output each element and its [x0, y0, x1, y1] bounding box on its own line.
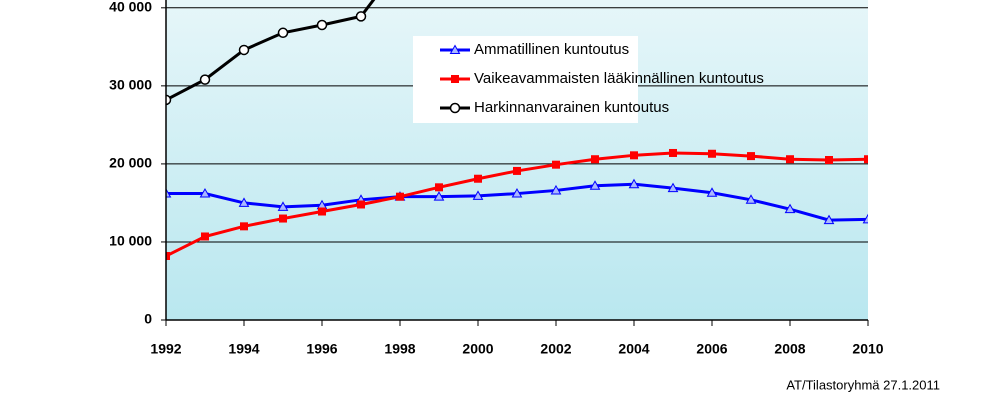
marker	[745, 194, 757, 204]
marker	[449, 44, 461, 54]
marker	[786, 155, 794, 164]
marker	[433, 191, 445, 201]
x-tick-label: 1996	[306, 341, 337, 357]
legend-label: Harkinnanvarainen kuntoutus	[474, 99, 669, 116]
marker	[279, 214, 287, 223]
marker	[825, 156, 833, 164]
marker	[316, 19, 328, 31]
x-tick-label: 2004	[618, 341, 649, 357]
marker	[591, 155, 599, 164]
marker	[238, 44, 250, 56]
x-tick-label: 2000	[462, 341, 493, 357]
marker	[747, 152, 755, 161]
x-tick-label: 2002	[540, 341, 571, 357]
marker	[472, 190, 484, 200]
y-tick-label: 40 000	[109, 0, 152, 15]
marker	[669, 148, 677, 157]
marker	[862, 213, 868, 224]
marker	[277, 201, 289, 211]
x-tick-label: 1992	[150, 341, 181, 357]
x-tick-label: 2006	[696, 341, 727, 357]
legend-label: Ammatillinen kuntoutus	[474, 41, 629, 58]
x-tick-label: 1998	[384, 341, 415, 357]
y-tick-label: 30 000	[109, 77, 152, 93]
marker	[550, 184, 562, 195]
marker	[199, 188, 211, 198]
marker	[435, 183, 443, 192]
marker	[396, 192, 404, 201]
x-tick-label: 2010	[852, 341, 883, 357]
marker	[784, 203, 796, 214]
marker	[199, 74, 211, 85]
marker	[511, 188, 523, 198]
marker	[449, 102, 461, 114]
x-tick-label: 2008	[774, 341, 805, 357]
marker	[238, 197, 250, 207]
y-tick-label: 10 000	[109, 233, 152, 249]
y-tick-label: 20 000	[109, 155, 152, 171]
x-tick-label: 1994	[228, 341, 259, 357]
y-tick-label: 0	[144, 311, 152, 327]
marker	[706, 187, 718, 197]
marker	[474, 174, 482, 183]
marker	[240, 222, 248, 231]
marker	[630, 151, 638, 160]
marker	[823, 214, 835, 225]
marker	[552, 160, 560, 169]
source-note: AT/Tilastoryhmä 27.1.2011	[786, 377, 940, 392]
marker	[318, 207, 326, 216]
marker	[628, 178, 640, 189]
marker	[864, 155, 868, 164]
marker	[166, 188, 172, 198]
marker	[166, 252, 170, 260]
marker	[355, 11, 367, 22]
marker	[357, 200, 365, 209]
legend-label: Vaikeavammaisten lääkinnällinen kuntoutu…	[474, 70, 764, 87]
marker	[201, 232, 209, 241]
marker	[513, 166, 521, 175]
marker	[708, 149, 716, 158]
marker	[166, 94, 172, 106]
marker	[451, 75, 459, 83]
marker	[589, 180, 601, 190]
marker	[667, 182, 679, 193]
marker	[277, 27, 289, 39]
